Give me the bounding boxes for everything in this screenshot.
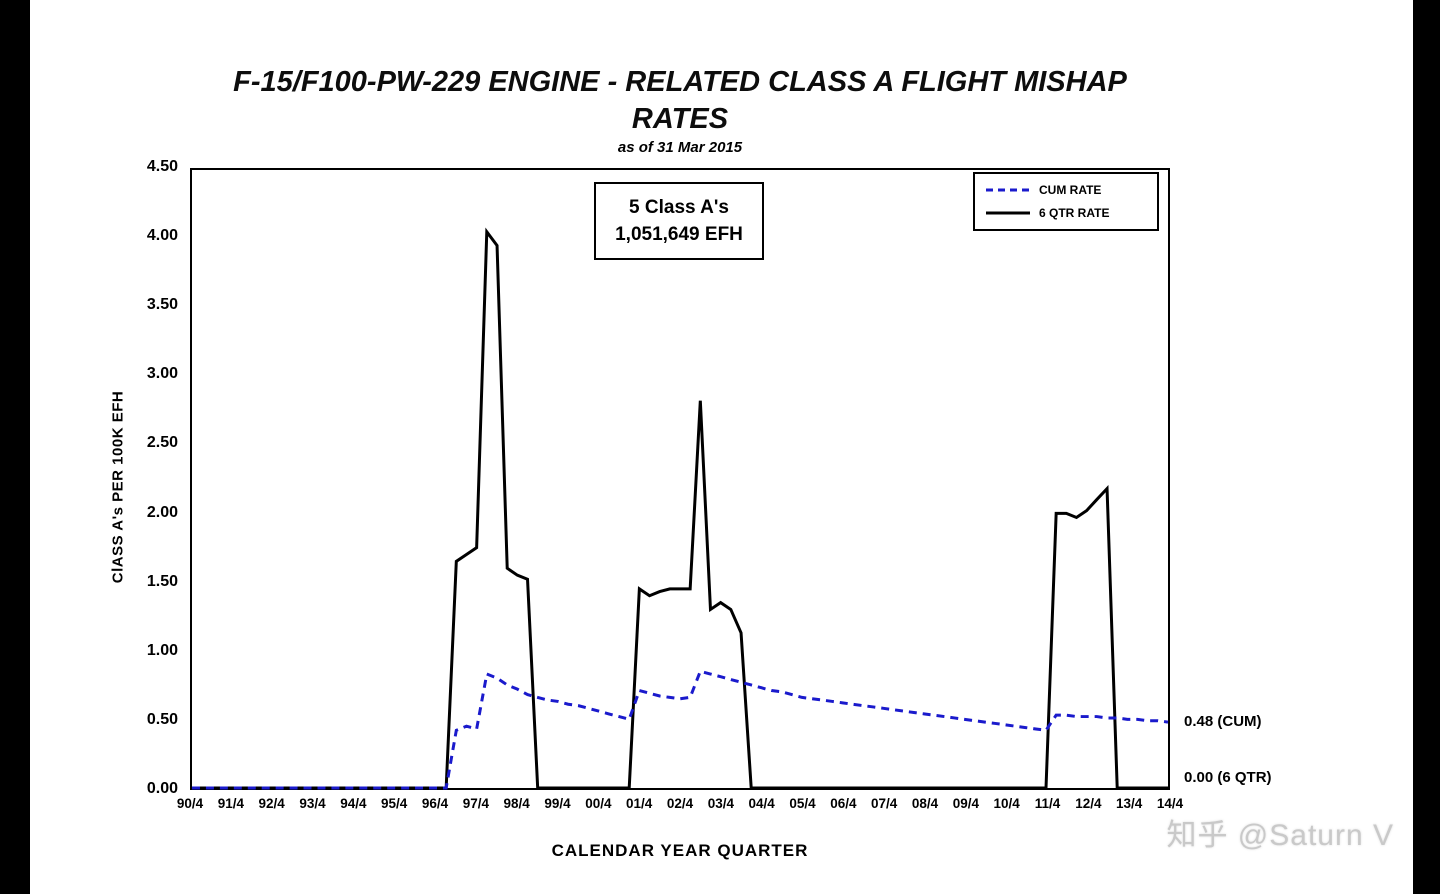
letterbox-left-bar — [0, 0, 30, 894]
legend-label-6qtr-rate: 6 QTR RATE — [1039, 206, 1110, 220]
x-tick-label: 94/4 — [340, 796, 367, 811]
plot-area — [190, 168, 1170, 790]
legend-label-cum-rate: CUM RATE — [1039, 183, 1102, 197]
legend-item-6qtr-rate: 6 QTR RATE — [985, 206, 1147, 220]
x-tick-label: 92/4 — [258, 796, 285, 811]
plot-svg — [192, 227, 1169, 790]
x-axis-title: CALENDAR YEAR QUARTER — [551, 841, 809, 860]
x-tick-label: 90/4 — [176, 796, 204, 811]
letterbox-right-bar — [1413, 0, 1440, 894]
cum-rate-line — [192, 669, 1169, 790]
y-tick-label: 3.00 — [146, 365, 178, 383]
qtr-rate-line — [192, 227, 1168, 790]
chart-title: F-15/F100-PW-229 ENGINE - RELATED CLASS … — [100, 64, 1260, 138]
chart-title-line2: RATES — [631, 103, 729, 135]
y-tick-label: 1.50 — [146, 572, 178, 590]
end-label-cum: 0.48 (CUM) — [1184, 713, 1262, 730]
x-tick-label: 13/4 — [1116, 796, 1143, 811]
y-tick-label: 2.00 — [146, 503, 178, 521]
chart-subtitle: as of 31 Mar 2015 — [617, 139, 743, 156]
x-tick-label: 09/4 — [952, 796, 979, 811]
x-tick-label: 08/4 — [911, 796, 939, 811]
watermark: 知乎 @Saturn V — [1166, 819, 1394, 852]
y-tick-label: 1.00 — [146, 641, 178, 659]
annotation-box: 5 Class A's 1,051,649 EFH — [594, 182, 764, 260]
chart-title-line1: F-15/F100-PW-229 ENGINE - RELATED CLASS … — [233, 66, 1127, 98]
x-tick-label: 05/4 — [789, 796, 816, 811]
y-tick-label: 3.50 — [146, 296, 178, 314]
annotation-line1: 5 Class A's — [629, 197, 729, 218]
x-tick-label: 12/4 — [1075, 796, 1102, 811]
x-tick-label: 96/4 — [421, 796, 449, 811]
x-tick-label: 06/4 — [830, 796, 857, 811]
x-tick-label: 97/4 — [462, 796, 489, 811]
x-tick-label: 91/4 — [217, 796, 244, 811]
x-tick-label: 04/4 — [748, 796, 775, 811]
qtr-rate-legend-line-icon — [986, 211, 1030, 215]
x-tick-label: 07/4 — [871, 796, 898, 811]
y-tick-label: 4.50 — [146, 158, 178, 175]
legend-item-cum-rate: CUM RATE — [985, 183, 1147, 197]
x-tick-label: 03/4 — [707, 796, 734, 811]
y-axis-title: ClASS A's PER 100K EFH — [109, 390, 127, 584]
annotation-line2: 1,051,649 EFH — [615, 224, 743, 245]
x-tick-label: 93/4 — [299, 796, 326, 811]
x-tick-label: 99/4 — [544, 796, 571, 811]
x-tick-label: 14/4 — [1156, 796, 1184, 811]
y-tick-label: 4.00 — [146, 227, 178, 245]
cum-rate-legend-line-icon — [986, 188, 1030, 192]
x-tick-label: 02/4 — [666, 796, 694, 811]
end-label-6qtr: 0.00 (6 QTR) — [1184, 769, 1272, 786]
x-tick-label: 10/4 — [993, 796, 1020, 811]
y-tick-label: 0.50 — [146, 710, 178, 728]
x-tick-label: 01/4 — [626, 796, 653, 811]
x-tick-label: 00/4 — [585, 796, 612, 811]
y-tick-label: 2.50 — [146, 434, 178, 452]
y-tick-label: 0.00 — [146, 780, 178, 797]
x-tick-label: 95/4 — [381, 796, 408, 811]
x-tick-label: 11/4 — [1034, 796, 1061, 811]
x-tick-label: 98/4 — [503, 796, 530, 811]
legend: CUM RATE 6 QTR RATE — [973, 172, 1159, 231]
